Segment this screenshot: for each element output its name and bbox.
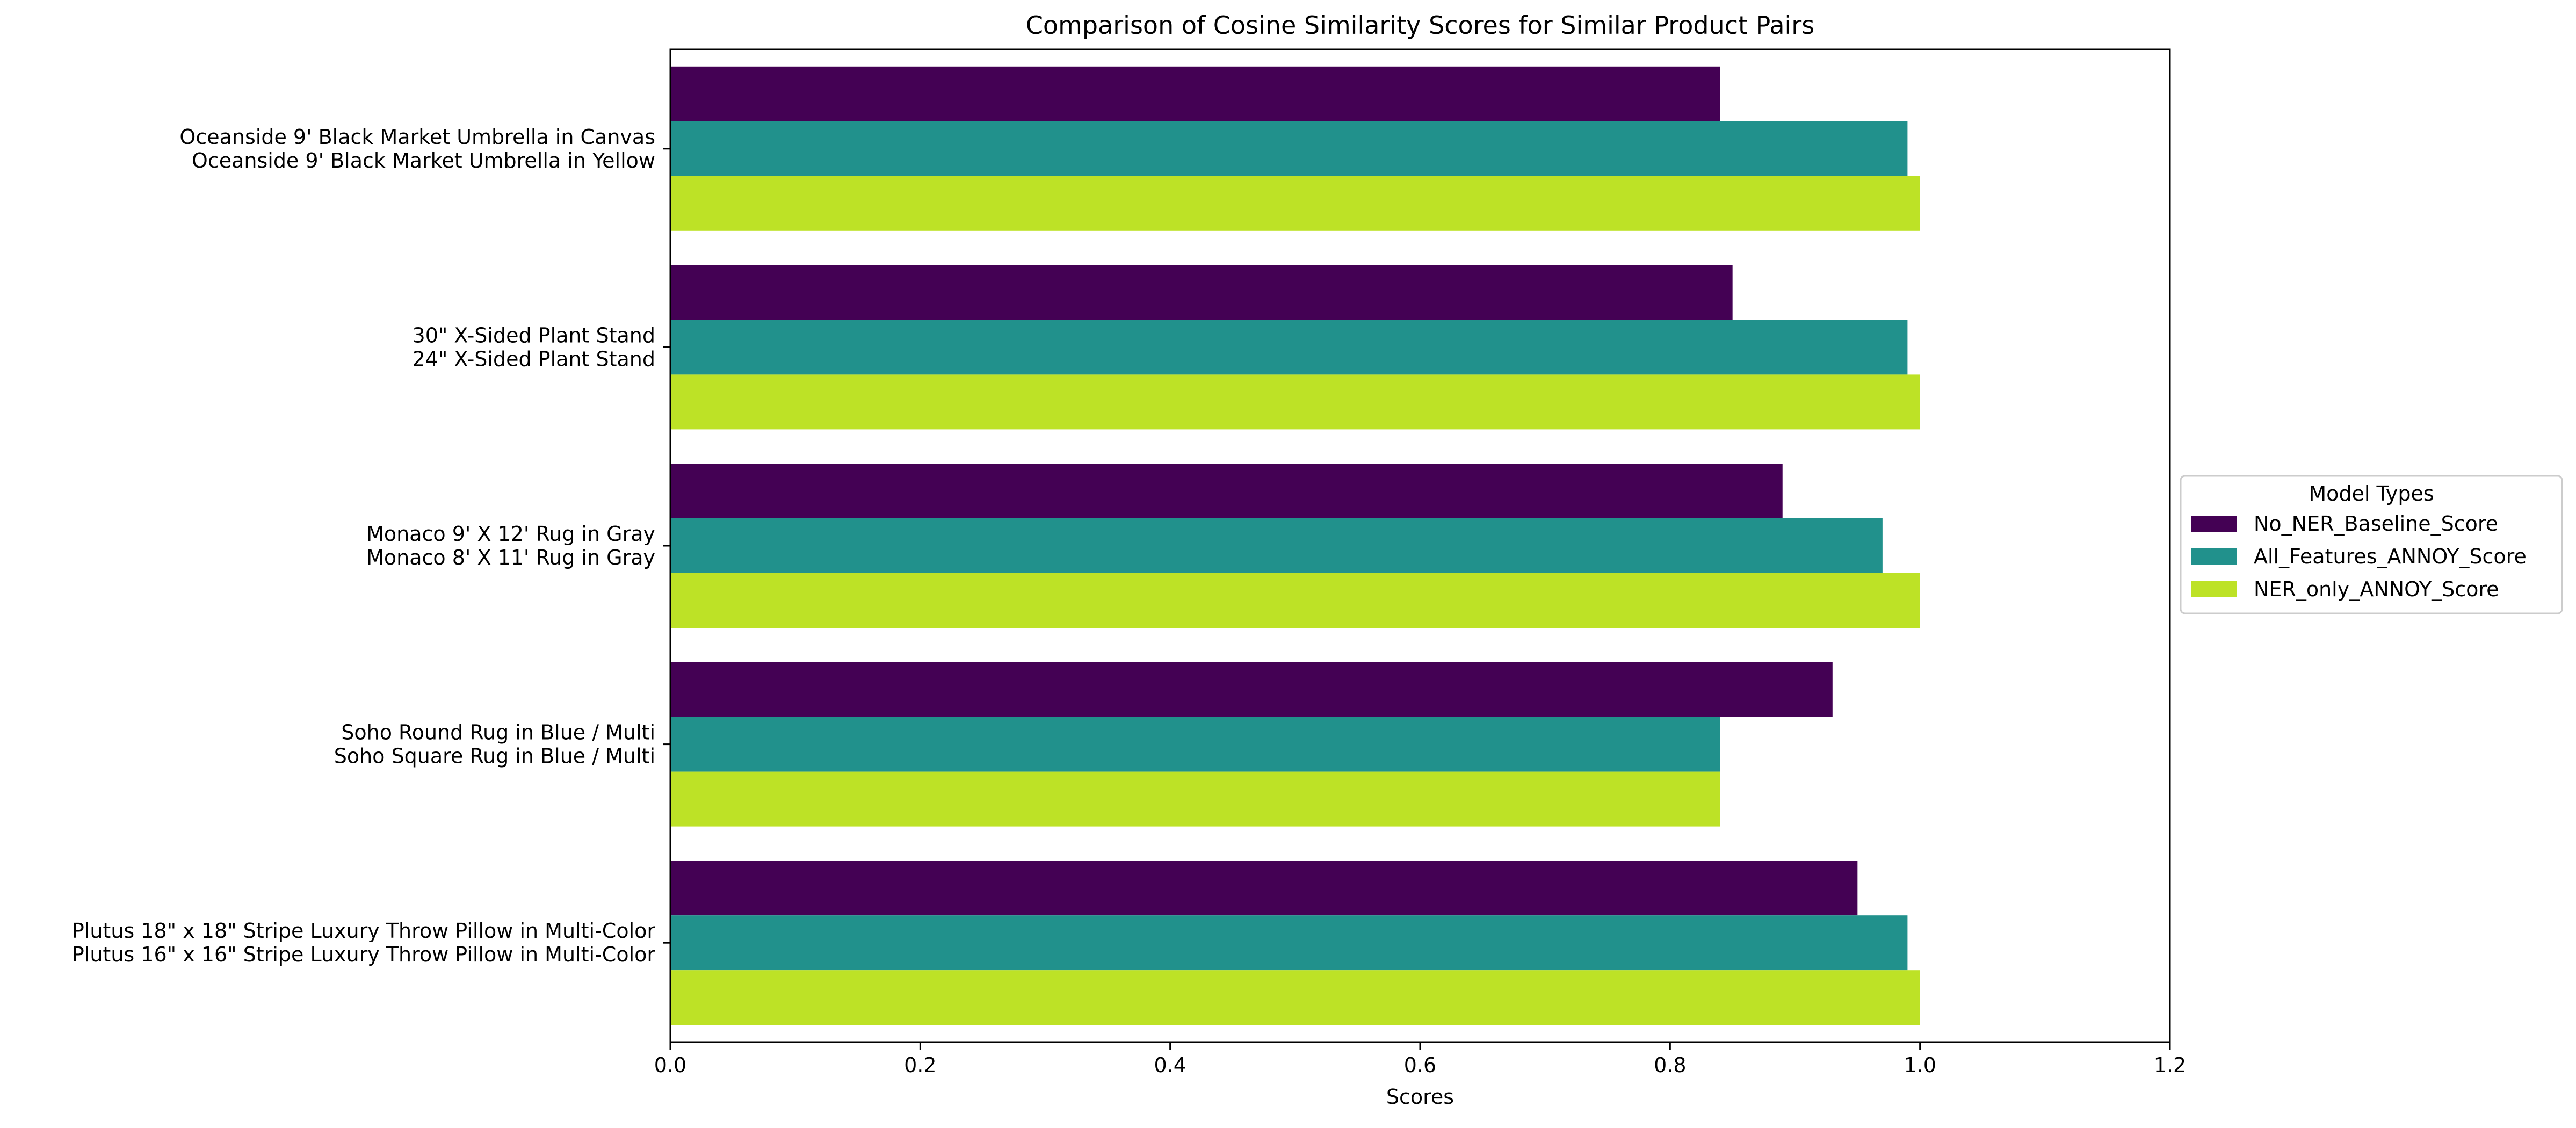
y-tick-label-line: Soho Square Rug in Blue / Multi xyxy=(334,744,655,768)
x-tick-label: 1.2 xyxy=(2154,1053,2186,1077)
x-tick-label: 0.2 xyxy=(904,1053,936,1077)
y-tick-label-line: Monaco 8' X 11' Rug in Gray xyxy=(366,546,655,569)
y-tick-label-line: Soho Round Rug in Blue / Multi xyxy=(341,721,655,744)
bar-No_NER_Baseline_Score-0 xyxy=(670,66,1720,121)
y-tick-label-line: Oceanside 9' Black Market Umbrella in Ca… xyxy=(179,125,655,149)
bar-NER_only_ANNOY_Score-4 xyxy=(670,970,1920,1025)
y-tick-label: Plutus 18" x 18" Stripe Luxury Throw Pil… xyxy=(72,919,655,966)
y-tick-label: Oceanside 9' Black Market Umbrella in Ca… xyxy=(179,125,655,172)
x-tick-label: 0.4 xyxy=(1154,1053,1186,1077)
bar-All_Features_ANNOY_Score-2 xyxy=(670,518,1883,573)
bar-NER_only_ANNOY_Score-3 xyxy=(670,771,1720,827)
y-axis-ticks: Oceanside 9' Black Market Umbrella in Ca… xyxy=(72,125,670,966)
y-tick-label: 30" X-Sided Plant Stand 24" X-Sided Plant… xyxy=(413,323,655,371)
y-tick-label: Monaco 9' X 12' Rug in Gray Monaco 8' X 1… xyxy=(366,522,655,569)
legend-swatch-No_NER_Baseline_Score xyxy=(2191,516,2237,532)
bars-group xyxy=(670,66,1920,1025)
bar-All_Features_ANNOY_Score-3 xyxy=(670,717,1720,772)
y-tick-label-line: Plutus 18" x 18" Stripe Luxury Throw Pil… xyxy=(72,919,655,943)
bar-No_NER_Baseline_Score-4 xyxy=(670,861,1858,916)
legend-title: Model Types xyxy=(2309,482,2434,505)
y-tick-label-line: Monaco 9' X 12' Rug in Gray xyxy=(366,522,655,546)
legend-label-NER_only_ANNOY_Score: NER_only_ANNOY_Score xyxy=(2254,577,2499,601)
y-tick-label-line: Plutus 16" x 16" Stripe Luxury Throw Pil… xyxy=(72,943,655,966)
x-tick-label: 0.6 xyxy=(1404,1053,1436,1077)
x-axis-label: Scores xyxy=(1386,1085,1454,1109)
chart-title: Comparison of Cosine Similarity Scores f… xyxy=(1026,11,1814,40)
bar-All_Features_ANNOY_Score-4 xyxy=(670,915,1908,971)
y-tick-label-line: 24" X-Sided Plant Stand xyxy=(413,347,655,371)
bar-No_NER_Baseline_Score-2 xyxy=(670,464,1783,518)
legend-box xyxy=(2180,475,2563,614)
x-tick-label: 0.0 xyxy=(654,1053,686,1077)
legend-label-All_Features_ANNOY_Score: All_Features_ANNOY_Score xyxy=(2254,545,2527,568)
legend-label-No_NER_Baseline_Score: No_NER_Baseline_Score xyxy=(2254,512,2498,536)
y-tick-label-line: Oceanside 9' Black Market Umbrella in Ye… xyxy=(192,149,655,172)
bar-No_NER_Baseline_Score-3 xyxy=(670,662,1833,717)
bar-NER_only_ANNOY_Score-1 xyxy=(670,374,1920,430)
x-tick-label: 1.0 xyxy=(1904,1053,1936,1077)
y-tick-label: Soho Round Rug in Blue / Multi Soho Squar… xyxy=(334,721,655,768)
bar-NER_only_ANNOY_Score-0 xyxy=(670,176,1920,231)
bar-All_Features_ANNOY_Score-1 xyxy=(670,320,1908,375)
bar-NER_only_ANNOY_Score-2 xyxy=(670,573,1920,628)
y-tick-label-line: 30" X-Sided Plant Stand xyxy=(413,323,655,347)
legend: Model Types No_NER_Baseline_Score All_Fea… xyxy=(2180,475,2563,614)
x-axis-ticks: 0.0 0.2 0.4 0.6 0.8 1.0 1.2 xyxy=(654,1042,2186,1077)
bar-All_Features_ANNOY_Score-0 xyxy=(670,121,1908,176)
plot-frame xyxy=(669,48,2171,1043)
x-tick-label: 0.8 xyxy=(1654,1053,1686,1077)
legend-entries: No_NER_Baseline_Score All_Features_ANNOY_… xyxy=(2191,512,2527,601)
legend-swatch-All_Features_ANNOY_Score xyxy=(2191,548,2237,565)
bar-No_NER_Baseline_Score-1 xyxy=(670,265,1733,320)
legend-swatch-NER_only_ANNOY_Score xyxy=(2191,581,2237,597)
